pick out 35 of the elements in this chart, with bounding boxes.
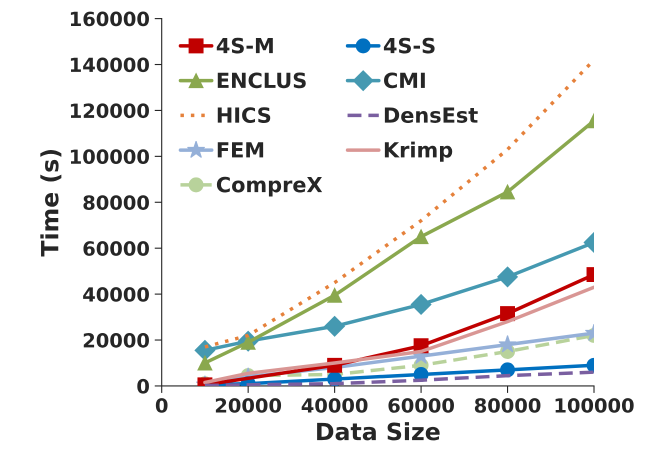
x-tick-label: 40000 <box>302 398 368 413</box>
y-tick-label: 120000 <box>70 103 149 118</box>
legend-label: 4S-M <box>216 38 273 54</box>
point <box>327 288 342 303</box>
legend-label: 4S-S <box>384 38 435 54</box>
point <box>324 316 345 337</box>
legend-label: CMI <box>384 72 425 88</box>
x-tick-label: 100000 <box>556 398 634 413</box>
y-tick-label: 80000 <box>83 195 149 210</box>
x-tick-label: 60000 <box>388 398 454 413</box>
legend-label: Krimp <box>384 142 452 162</box>
point <box>414 229 429 244</box>
point <box>500 184 516 200</box>
y-tick-label: 60000 <box>83 241 149 256</box>
y-tick-label: 160000 <box>70 12 149 26</box>
point <box>197 356 212 370</box>
point <box>497 266 518 288</box>
y-tick-label: 20000 <box>84 332 149 348</box>
y-axis-title: Time (s) <box>40 150 62 256</box>
legend-label: FEM <box>218 142 264 158</box>
point <box>498 335 517 352</box>
legend-label: CompreX <box>216 176 322 196</box>
x-tick-label: 0 <box>156 398 168 413</box>
legend-label: DensEst <box>384 107 478 123</box>
point <box>500 306 516 322</box>
legend-label: ENCLUS <box>218 72 306 88</box>
y-tick-label: 140000 <box>70 57 149 72</box>
y-tick-label: 100000 <box>70 149 149 164</box>
legend-label: HICS <box>218 107 270 123</box>
point <box>410 294 432 315</box>
x-tick-label: 20000 <box>216 398 282 413</box>
y-tick-label: 0 <box>137 378 149 394</box>
x-axis-title: Data Size <box>317 422 440 440</box>
y-tick-label: 40000 <box>83 287 149 302</box>
x-tick-label: 80000 <box>474 398 540 413</box>
